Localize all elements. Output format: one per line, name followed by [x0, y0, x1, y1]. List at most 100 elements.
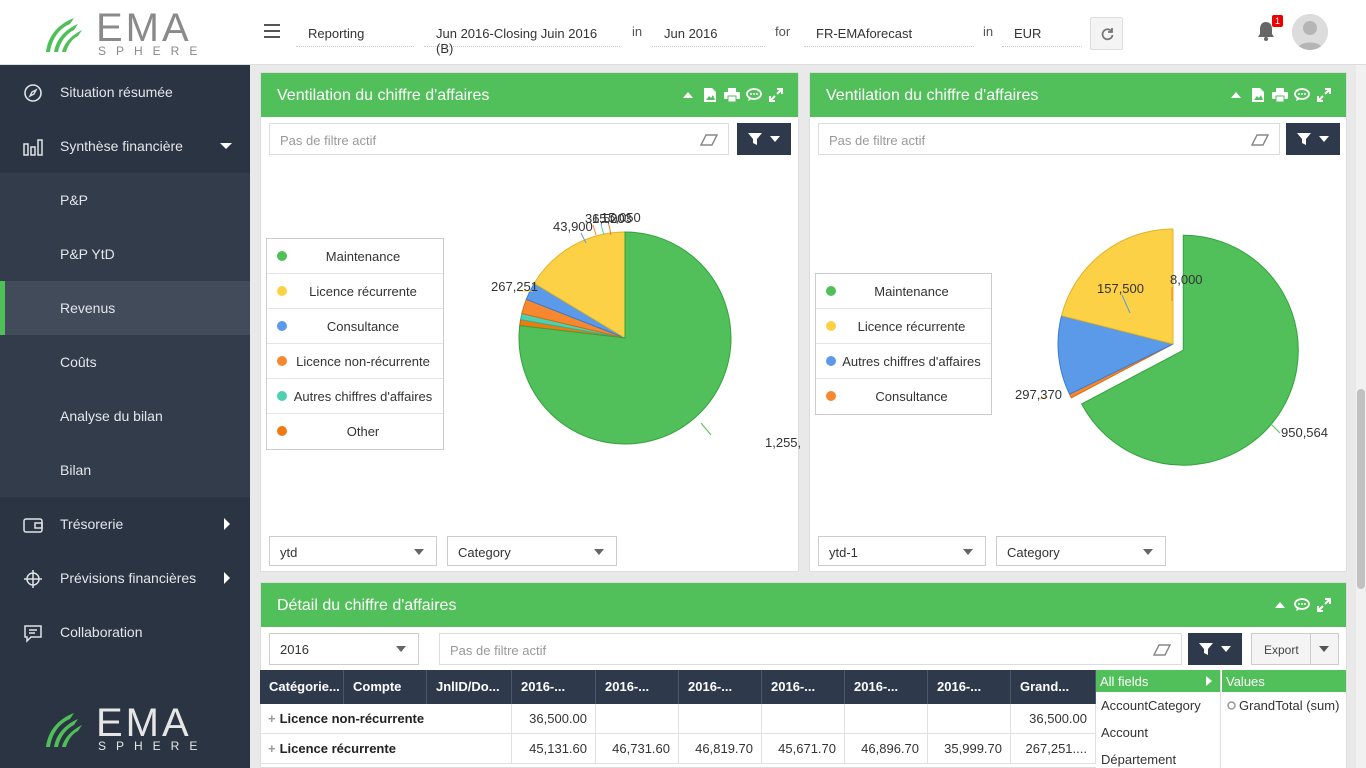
collapse-icon[interactable]	[1272, 597, 1288, 613]
legend-item[interactable]: Maintenance	[267, 239, 443, 274]
revenue-pie-chart: 950,564 297,370 157,500 8,000	[1015, 228, 1328, 466]
sidebar-item-previsions[interactable]: Prévisions financières	[0, 551, 250, 605]
field-item[interactable]: Département	[1101, 752, 1177, 767]
filter-button[interactable]	[1188, 633, 1242, 665]
legend-item[interactable]: Licence récurrente	[816, 309, 991, 344]
legend-item[interactable]: Licence récurrente	[267, 274, 443, 309]
table-cell: 35,999.70	[928, 734, 1011, 764]
year-dropdown[interactable]: 2016	[269, 633, 419, 665]
page-scrollbar[interactable]	[1356, 65, 1366, 768]
panel-toolbar	[680, 87, 784, 103]
legend-item[interactable]: Licence non-récurrente	[267, 344, 443, 379]
group-by-dropdown[interactable]: Category	[447, 536, 617, 566]
group-by-dropdown[interactable]: Category	[996, 536, 1166, 566]
pivot-header-cell[interactable]: 2016-...	[845, 670, 928, 704]
period-dropdown[interactable]: ytd-1	[818, 536, 986, 566]
row-label-cell[interactable]: + Licence récurrente	[260, 734, 512, 764]
pivot-header-cell[interactable]: 2016-...	[762, 670, 845, 704]
filter-input[interactable]: Pas de filtre actif	[439, 633, 1182, 665]
sidebar-item-label: P&P YtD	[60, 246, 115, 262]
pie-slice[interactable]	[533, 231, 626, 339]
closing-select[interactable]: Jun 2016-Closing Juin 2016 (B)	[424, 22, 620, 56]
sidebar-item-couts[interactable]: Coûts	[0, 335, 250, 389]
collapse-icon[interactable]	[1228, 87, 1244, 103]
comment-icon[interactable]	[1294, 597, 1310, 613]
pivot-header-cell[interactable]: JnlID/Do...	[427, 670, 512, 704]
expand-icon[interactable]	[1316, 597, 1332, 613]
pivot-header-cell[interactable]: 2016-...	[679, 670, 762, 704]
sidebar-item-pp-ytd[interactable]: P&P YtD	[0, 227, 250, 281]
refresh-button[interactable]	[1090, 17, 1123, 50]
all-fields-header[interactable]: All fields	[1096, 670, 1220, 692]
sidebar-item-tresorerie[interactable]: Trésorerie	[0, 497, 250, 551]
period-dropdown-value: ytd-1	[829, 545, 858, 560]
currency-select[interactable]: EUR	[1002, 22, 1082, 47]
reporting-select[interactable]: Reporting	[296, 22, 414, 47]
top-bar: EMA SPHERE Reporting Jun 2016-Closing Ju…	[0, 0, 1366, 65]
forecast-select[interactable]: FR-EMAforecast	[804, 22, 974, 47]
pie-slice[interactable]	[518, 231, 732, 445]
eraser-icon[interactable]	[1153, 644, 1171, 656]
legend-item[interactable]: Autres chiffres d'affaires	[267, 379, 443, 414]
legend-item[interactable]: Consultance	[816, 379, 991, 414]
ema-logo[interactable]: EMA SPHERE	[40, 6, 220, 60]
period-dropdown[interactable]: ytd	[269, 536, 437, 566]
filter-button[interactable]	[1286, 123, 1340, 155]
menu-toggle-icon[interactable]	[264, 24, 280, 38]
expand-plus-icon[interactable]: +	[268, 741, 276, 756]
pie-label-connector	[608, 224, 612, 236]
table-cell	[928, 704, 1011, 734]
row-label-cell[interactable]: + Licence non-récurrente	[260, 704, 512, 734]
value-item[interactable]: GrandTotal (sum)	[1222, 692, 1346, 719]
pivot-header-cell[interactable]: Compte	[344, 670, 427, 704]
pie-slice[interactable]	[1057, 315, 1175, 395]
sidebar-item-analyse-bilan[interactable]: Analyse du bilan	[0, 389, 250, 443]
legend-label: Autres chiffres d'affaires	[293, 388, 433, 404]
sidebar-item-situation[interactable]: Situation résumée	[0, 65, 250, 119]
scrollbar-thumb[interactable]	[1357, 389, 1365, 589]
legend-item[interactable]: Autres chiffres d'affaires	[816, 344, 991, 379]
field-item[interactable]: Account	[1101, 725, 1148, 740]
legend-swatch	[277, 251, 287, 261]
pivot-header-cell[interactable]: 2016-...	[928, 670, 1011, 704]
eraser-icon[interactable]	[700, 134, 718, 146]
print-icon[interactable]	[1272, 87, 1288, 103]
logo-subtitle: SPHERE	[98, 739, 208, 753]
period-select[interactable]: Jun 2016	[652, 22, 765, 47]
funnel-icon	[1199, 643, 1213, 655]
filter-button[interactable]	[737, 123, 791, 155]
pie-slice[interactable]	[1060, 228, 1174, 345]
legend-item[interactable]: Consultance	[267, 309, 443, 344]
sidebar-item-bilan[interactable]: Bilan	[0, 443, 250, 497]
pie-label-connector	[580, 232, 587, 244]
chat-icon	[24, 625, 42, 643]
sidebar-item-collaboration[interactable]: Collaboration	[0, 605, 250, 659]
notifications-button[interactable]: 1	[1256, 15, 1284, 42]
pivot-header-cell[interactable]: 2016-...	[512, 670, 596, 704]
field-item[interactable]: AccountCategory	[1101, 698, 1201, 713]
pie-slice[interactable]	[1080, 234, 1299, 466]
image-export-icon[interactable]	[702, 87, 718, 103]
collapse-icon[interactable]	[680, 87, 696, 103]
pivot-header-cell[interactable]: 2016-...	[596, 670, 679, 704]
print-icon[interactable]	[724, 87, 740, 103]
filter-input[interactable]: Pas de filtre actif	[818, 123, 1280, 155]
filter-input[interactable]: Pas de filtre actif	[269, 123, 729, 155]
expand-icon[interactable]	[768, 87, 784, 103]
expand-icon[interactable]	[1316, 87, 1332, 103]
comment-icon[interactable]	[746, 87, 762, 103]
image-export-icon[interactable]	[1250, 87, 1266, 103]
export-menu-button[interactable]	[1311, 634, 1338, 664]
export-button[interactable]: Export	[1252, 634, 1311, 664]
sidebar-item-pp[interactable]: P&P	[0, 173, 250, 227]
avatar[interactable]	[1292, 14, 1328, 50]
legend-item[interactable]: Maintenance	[816, 274, 991, 309]
sidebar-item-synthese[interactable]: Synthèse financière	[0, 119, 250, 173]
pivot-header-cell[interactable]: Grand...	[1011, 670, 1096, 704]
comment-icon[interactable]	[1294, 87, 1310, 103]
legend-item[interactable]: Other	[267, 414, 443, 449]
pivot-header-cell[interactable]: Catégorie...	[260, 670, 344, 704]
eraser-icon[interactable]	[1251, 134, 1269, 146]
sidebar-item-revenus[interactable]: Revenus	[0, 281, 250, 335]
expand-plus-icon[interactable]: +	[268, 711, 276, 726]
